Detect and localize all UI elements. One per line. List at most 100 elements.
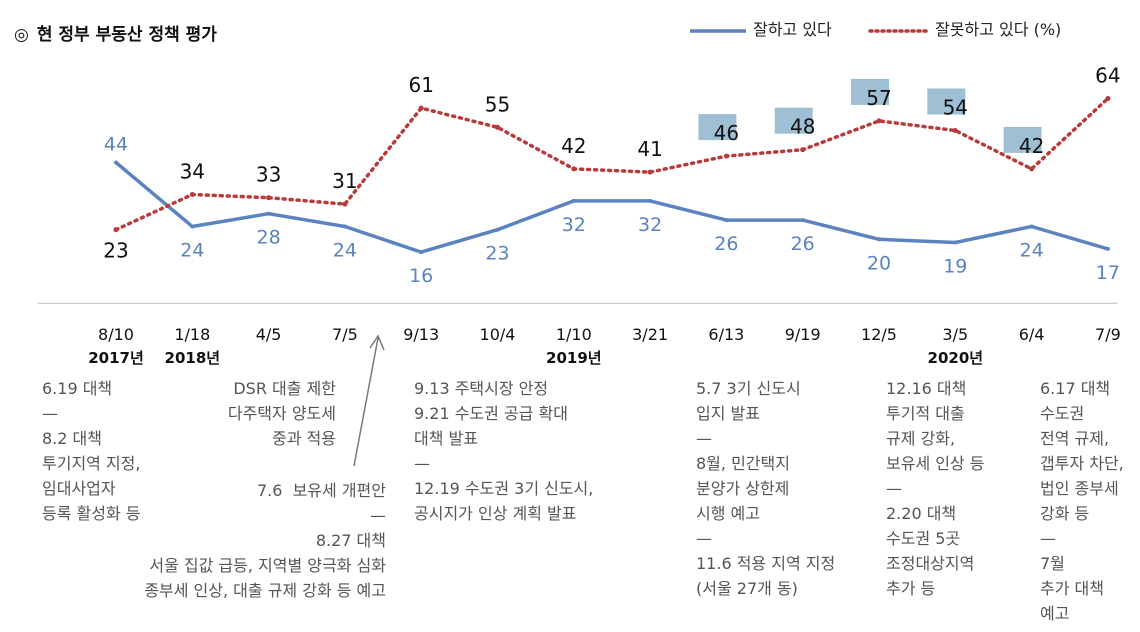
data-point-0 — [419, 250, 424, 255]
data-label-good: 20 — [867, 252, 891, 274]
legend-label-1: 잘못하고 있다 (%) — [935, 20, 1062, 39]
data-label-good: 28 — [257, 227, 281, 249]
data-point-0 — [495, 227, 500, 232]
data-point-1 — [876, 118, 882, 124]
legend-series-0: 잘하고 있다 — [688, 16, 832, 40]
data-point-1 — [1029, 166, 1035, 172]
data-label-good: 24 — [333, 240, 357, 262]
chart-title: ◎ 현 정부 부동산 정책 평가 — [14, 20, 217, 45]
data-point-1 — [800, 147, 806, 153]
data-point-0 — [342, 224, 347, 229]
annotation-arrow-head — [369, 334, 385, 351]
data-label-good: 32 — [638, 214, 662, 236]
annotation-1: 6.19 대책 — 8.2 대책 투기지역 지정, 임대사업자 등록 활성화 등 — [42, 379, 141, 523]
data-point-1 — [647, 169, 653, 175]
x-tick-label: 1/18 — [174, 325, 210, 344]
data-point-1 — [189, 192, 195, 197]
data-point-0 — [800, 218, 805, 223]
data-point-1 — [952, 128, 958, 133]
data-label-good: 19 — [943, 256, 967, 278]
data-point-0 — [571, 198, 576, 203]
data-point-1 — [113, 227, 119, 233]
data-point-0 — [724, 218, 729, 223]
x-tick-label: 12/5 — [861, 325, 897, 344]
year-label: 2018년 — [165, 349, 221, 367]
legend-line-solid — [690, 28, 746, 33]
x-tick-label: 8/10 — [98, 325, 134, 344]
data-point-1 — [418, 105, 424, 111]
data-point-0 — [190, 224, 195, 229]
data-point-0 — [266, 211, 271, 216]
data-point-0 — [953, 240, 958, 245]
chart-title-text: 현 정부 부동산 정책 평가 — [36, 25, 217, 45]
annotation-arrow-line — [353, 337, 379, 467]
legend-line-dotted — [868, 28, 930, 33]
x-tick-label: 6/4 — [1019, 325, 1045, 344]
x-tick-label: 1/10 — [556, 325, 592, 344]
data-label-bad: 34 — [180, 160, 205, 184]
data-label-bad: 57 — [866, 86, 891, 110]
annotation-3: 7.6 보유세 개편안 — 8.27 대책 서울 집값 급등, 지역별 양극화 … — [144, 481, 386, 600]
data-point-0 — [1029, 224, 1034, 229]
x-tick-label: 9/19 — [785, 325, 821, 344]
data-point-1 — [266, 195, 272, 201]
data-label-bad: 23 — [103, 239, 128, 263]
series-line-0 — [114, 161, 1109, 254]
data-point-1 — [571, 166, 577, 172]
data-label-bad: 46 — [714, 121, 739, 145]
x-tick-label: 7/5 — [332, 325, 358, 344]
x-tick-label: 3/5 — [942, 325, 968, 344]
data-point-1 — [495, 124, 500, 130]
year-label: 2019년 — [546, 349, 602, 367]
legend-label-0: 잘하고 있다 — [753, 20, 832, 39]
label-highlight — [1003, 126, 1042, 153]
data-label-good: 23 — [485, 243, 509, 265]
title-mark: ◎ — [14, 25, 29, 45]
data-label-bad: 31 — [332, 169, 357, 193]
data-label-good: 26 — [791, 233, 815, 255]
year-label: 2017년 — [88, 349, 144, 367]
x-tick-label: 4/5 — [256, 325, 282, 344]
data-label-good: 26 — [714, 233, 738, 255]
annotation-6: 12.16 대책 투기적 대출 규제 강화, 보유세 인상 등 — 2.20 대… — [886, 379, 985, 598]
annotation-5: 5.7 3기 신도시 입지 발표 — 8월, 민간택지 분양가 상한제 시행 예… — [696, 379, 836, 598]
data-label-good: 32 — [562, 214, 586, 236]
legend-series-1: 잘못하고 있다 (%) — [868, 16, 1061, 40]
label-highlight — [774, 107, 813, 134]
data-point-0 — [877, 237, 881, 242]
data-point-0 — [648, 198, 653, 203]
data-label-bad: 41 — [637, 137, 662, 161]
data-label-good: 24 — [1020, 240, 1044, 262]
data-label-bad: 33 — [256, 163, 281, 187]
data-label-bad: 61 — [408, 73, 433, 97]
annotation-4: 9.13 주택시장 안정 9.21 수도권 공급 확대 대책 발표 — 12.1… — [414, 379, 594, 523]
data-point-0 — [114, 160, 118, 165]
data-point-0 — [1105, 246, 1110, 251]
label-highlight — [851, 78, 889, 105]
data-label-bad: 48 — [790, 115, 815, 139]
data-label-bad: 54 — [943, 96, 968, 120]
annotation-2: DSR 대출 제한 다주택자 양도세 중과 적용 — [227, 379, 336, 448]
year-label: 2020년 — [928, 349, 984, 367]
label-highlight — [698, 114, 737, 141]
data-label-bad: 64 — [1095, 64, 1120, 88]
series-line-1 — [114, 96, 1110, 232]
data-point-1 — [342, 201, 348, 207]
data-label-good: 16 — [409, 265, 433, 287]
x-tick-label: 6/13 — [708, 325, 744, 344]
annotation-7: 6.17 대책 수도권 전역 규제, 갭투자 차단, 법인 종부세 강화 등 —… — [1040, 379, 1124, 623]
data-point-1 — [1105, 96, 1111, 101]
data-label-bad: 42 — [561, 134, 586, 158]
data-point-1 — [723, 153, 729, 159]
data-label-good: 17 — [1096, 262, 1120, 284]
data-label-bad: 55 — [485, 92, 510, 116]
x-tick-label: 7/9 — [1095, 325, 1121, 344]
label-highlight — [927, 88, 966, 115]
x-tick-label: 10/4 — [480, 325, 516, 344]
x-tick-label: 3/21 — [632, 325, 668, 344]
data-label-bad: 42 — [1019, 134, 1044, 158]
data-label-good: 24 — [180, 240, 204, 262]
data-label-good: 44 — [104, 134, 128, 156]
x-tick-label: 9/13 — [403, 325, 439, 344]
